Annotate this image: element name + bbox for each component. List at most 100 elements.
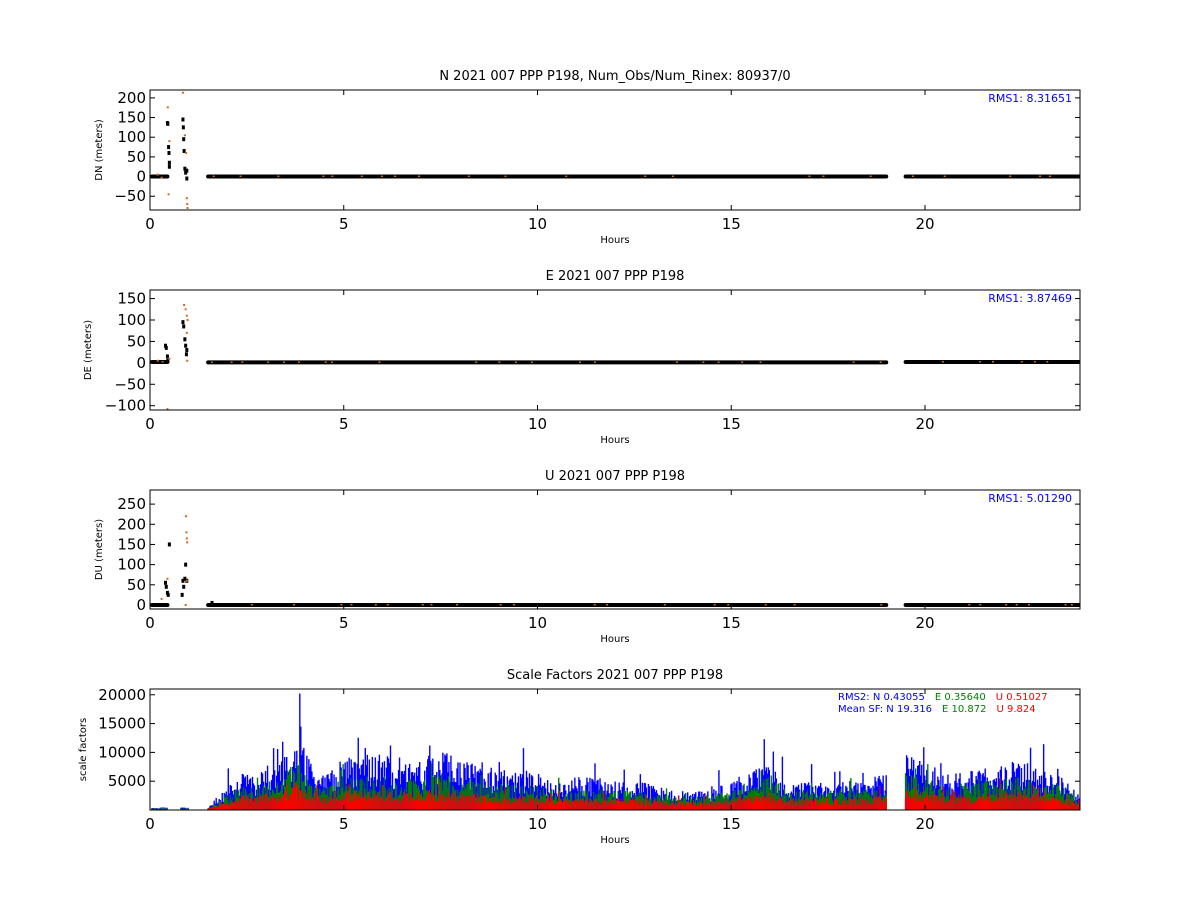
x-axis-label: Hours (600, 435, 629, 446)
y-tick-label: 150 (117, 290, 146, 308)
data-point (381, 175, 384, 178)
data-point (183, 337, 187, 342)
y-tick-label: −100 (105, 397, 146, 415)
y-tick-label: 0 (136, 354, 146, 372)
data-point (166, 106, 169, 109)
panel-title: N 2021 007 PPP P198, Num_Obs/Num_Rinex: … (439, 69, 790, 84)
data-point (167, 164, 171, 169)
data-point (182, 324, 186, 329)
data-point (968, 603, 971, 606)
data-point (183, 166, 187, 171)
data-point (167, 542, 171, 547)
data-point (166, 577, 169, 580)
data-point (1064, 603, 1067, 606)
data-point (166, 592, 170, 597)
data-point (331, 175, 334, 178)
data-point (530, 361, 533, 363)
panel-title: E 2021 007 PPP P198 (546, 269, 685, 284)
data-point (210, 361, 213, 363)
legend-line: RMS2: N 0.43055 E 0.35640 U 0.51027 (838, 692, 1048, 703)
rms-annotation: RMS1: 8.31651 (988, 92, 1072, 105)
data-point (156, 359, 159, 362)
data-point (164, 345, 168, 350)
data-point (185, 348, 189, 352)
data-point (241, 361, 244, 363)
y-tick-label: −50 (114, 187, 146, 205)
legend-entry: U 0.51027 (996, 692, 1048, 703)
data-point (185, 579, 188, 582)
data-point (181, 320, 185, 325)
data-point (475, 361, 478, 363)
data-point (578, 361, 581, 363)
panel-de: RMS1: 3.87469 0 5 10 15 20 −100 −50 0 50 100 150 E 2… (83, 269, 1081, 446)
y-tick-label: 20000 (98, 686, 146, 704)
y-axis-label: DU (meters) (94, 519, 105, 580)
x-tick-label: 20 (915, 815, 934, 833)
data-point (283, 361, 286, 363)
x-tick-label: 0 (145, 614, 155, 632)
data-point (166, 121, 170, 126)
data-point (741, 361, 744, 363)
data-point (164, 343, 167, 348)
data-point (386, 603, 389, 606)
data-point (230, 361, 233, 363)
y-tick-label: 100 (117, 128, 146, 146)
data-point (880, 603, 883, 606)
data-point (250, 603, 253, 606)
x-tick-label: 20 (915, 215, 934, 233)
data-point (168, 357, 171, 360)
plot-area (150, 304, 1080, 410)
legend-entry: Mean SF: N 19.316 (838, 704, 932, 715)
legend-entry: RMS2: N 0.43055 (838, 692, 925, 703)
x-tick-label: 15 (722, 415, 741, 433)
data-point (1070, 603, 1073, 606)
y-tick-label: 0 (136, 168, 146, 186)
x-tick-label: 20 (915, 614, 934, 632)
data-point (671, 175, 674, 178)
data-point (498, 361, 501, 363)
legend-entry: E 10.872 (942, 704, 987, 715)
data-point (350, 603, 353, 606)
data-point (514, 361, 517, 363)
data-point (331, 361, 334, 363)
data-point (277, 175, 280, 178)
axes-frame (149, 489, 1081, 610)
data-point (456, 603, 459, 606)
data-point (181, 125, 185, 130)
data-point (1048, 175, 1051, 178)
data-point (164, 584, 168, 589)
data-point (941, 361, 944, 363)
panel-scale-factors: RMS2: N 0.43055 E 0.35640 U 0.51027 Mean SF… (78, 668, 1081, 846)
rms-annotation: RMS1: 3.87469 (988, 292, 1072, 305)
data-point (822, 175, 825, 178)
data-point (182, 148, 186, 153)
data-point (185, 515, 188, 518)
y-tick-label: 50 (127, 148, 146, 166)
data-point (168, 140, 171, 143)
data-point (324, 361, 327, 363)
x-tick-label: 5 (339, 815, 349, 833)
y-tick-label: 150 (117, 535, 146, 553)
data-point (593, 603, 596, 606)
data-point (467, 175, 470, 178)
data-point (663, 603, 666, 606)
plot-area (150, 515, 1080, 607)
x-tick-label: 10 (528, 614, 547, 632)
data-point (184, 352, 188, 357)
data-point (322, 175, 325, 178)
plot-area (151, 693, 1080, 810)
data-point (160, 176, 163, 179)
y-axis-label: DE (meters) (83, 320, 94, 380)
data-point (340, 603, 343, 606)
x-tick-label: 15 (722, 215, 741, 233)
data-point (421, 603, 424, 606)
data-point (180, 592, 184, 597)
data-point (808, 175, 811, 178)
data-point (879, 361, 882, 363)
data-point (166, 358, 170, 363)
data-point (161, 361, 164, 363)
legend-entry: E 0.35640 (935, 692, 986, 703)
x-axis-label: Hours (600, 634, 629, 645)
